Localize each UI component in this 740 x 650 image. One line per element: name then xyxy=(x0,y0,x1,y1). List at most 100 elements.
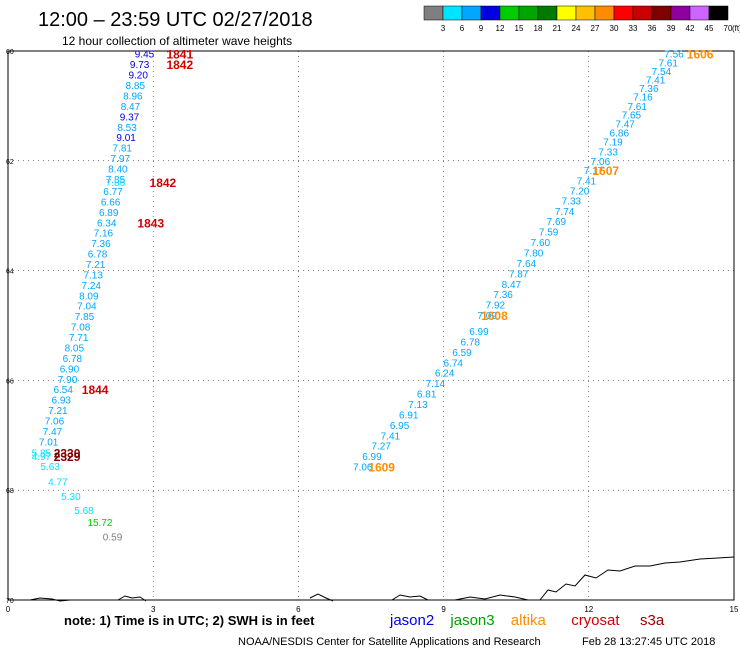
pass-time-label: 1842 xyxy=(166,58,193,72)
axis-tick-labels: 0 3 6 9 12 15 60 62 64 66 68 70 xyxy=(6,49,739,614)
scale-swatch xyxy=(556,5,577,21)
satellite-legend-jason3: jason3 xyxy=(449,612,494,629)
wave-height-value: 7.41 xyxy=(381,431,401,442)
satellite-legend-cryosat: cryosat xyxy=(571,612,620,629)
wave-height-value: 7.06 xyxy=(45,416,65,427)
satellite-track-right: 7.567.617.547.417.367.167.617.657.476.86… xyxy=(353,50,684,474)
wave-height-value: 7.33 xyxy=(598,147,618,158)
wave-height-value: 7.33 xyxy=(562,196,582,207)
wave-height-value: 0.59 xyxy=(103,532,123,543)
footer-note: note: 1) Time is in UTC; 2) SWH is in fe… xyxy=(64,613,315,628)
wave-height-value: 7.14 xyxy=(426,379,446,390)
credit-text: NOAA/NESDIS Center for Satellite Applica… xyxy=(238,636,541,648)
satellite-legend-s3a: s3a xyxy=(640,612,665,629)
scale-swatch xyxy=(594,5,615,21)
scale-tick-label: 6 xyxy=(460,24,465,33)
wave-height-value: 5.85 xyxy=(32,448,52,459)
wave-height-value: 7.71 xyxy=(69,333,89,344)
wave-height-value: 4.77 xyxy=(48,477,68,488)
lat-tick-label: 68 xyxy=(6,488,14,495)
wave-height-value: 6.93 xyxy=(52,396,72,407)
pass-time-label: 1606 xyxy=(687,48,714,62)
wave-height-value: 7.60 xyxy=(531,238,551,249)
wave-height-value: 9.45 xyxy=(135,50,155,61)
wave-height-value: 7.69 xyxy=(547,217,567,228)
scale-swatch xyxy=(518,5,539,21)
satellite-track-left: 9.459.739.208.858.968.479.378.539.017.81… xyxy=(32,50,155,544)
wave-height-value: 7.04 xyxy=(77,302,97,313)
lon-tick-label: 6 xyxy=(296,605,301,614)
wave-height-value: 5.63 xyxy=(40,462,60,473)
wave-height-value: 7.80 xyxy=(524,248,544,259)
wave-height-value: 6.99 xyxy=(469,327,489,338)
pass-time-labels: 1841184218421843184423302329160616071608… xyxy=(54,48,714,475)
wave-height-value: 9.20 xyxy=(128,71,148,82)
wave-height-value: 7.59 xyxy=(539,228,559,239)
wave-height-value: 7.13 xyxy=(408,400,428,411)
wave-height-value: 6.24 xyxy=(435,369,455,380)
page-subtitle: 12 hour collection of altimeter wave hei… xyxy=(62,34,292,48)
wave-height-value: 6.90 xyxy=(60,364,80,375)
wave-height-value: 7.47 xyxy=(615,119,635,130)
wave-height-value: 7.61 xyxy=(658,59,678,70)
scale-swatch xyxy=(689,5,710,21)
wave-height-value: 8.85 xyxy=(126,81,146,92)
scale-swatch xyxy=(442,5,463,21)
scale-tick-label: 27 xyxy=(591,24,600,33)
scale-swatch xyxy=(651,5,672,21)
wave-height-value: 9.37 xyxy=(120,112,140,123)
wave-height-value: 7.19 xyxy=(603,138,623,149)
wave-height-value: 4.97 xyxy=(32,452,52,463)
scale-tick-label: 3 xyxy=(441,24,446,33)
wave-height-value: 7.47 xyxy=(43,427,63,438)
scale-tick-label: 21 xyxy=(553,24,562,33)
lat-tick-label: 66 xyxy=(6,378,14,385)
satellite-legend: jason2 jason3 altika cryosat s3a xyxy=(389,612,665,629)
timestamp-text: Feb 28 13:27:45 UTC 2018 xyxy=(582,636,715,648)
wave-height-value: 15.72 xyxy=(87,518,112,529)
wave-height-value: 7.20 xyxy=(570,186,590,197)
wave-height-value: 7.64 xyxy=(517,259,537,270)
wave-height-value: 7.36 xyxy=(91,239,111,250)
scale-swatch xyxy=(632,5,653,21)
wave-height-value: 7.01 xyxy=(39,437,59,448)
wave-height-value: 5.30 xyxy=(61,492,81,503)
scale-swatch xyxy=(708,5,729,21)
wave-height-value: 7.24 xyxy=(82,281,102,292)
pass-time-label: 1607 xyxy=(592,164,619,178)
lon-tick-label: 9 xyxy=(441,605,446,614)
wave-height-value: 8.47 xyxy=(502,280,522,291)
wave-height-value: 6.66 xyxy=(101,197,121,208)
wave-height-value: 7.90 xyxy=(58,375,78,386)
lon-tick-label: 12 xyxy=(584,605,593,614)
wave-height-value: 8.53 xyxy=(117,123,137,134)
wave-height-value: 7.85 xyxy=(75,312,95,323)
wave-height-value: 7.97 xyxy=(111,154,131,165)
wave-height-value: 8.05 xyxy=(65,343,85,354)
wave-height-value: 7.16 xyxy=(94,229,114,240)
wave-height-value: 6.54 xyxy=(53,385,73,396)
wave-height-value: 7.06 xyxy=(353,463,373,474)
pass-time-label: 2330 xyxy=(54,446,81,460)
wave-height-value: 7.85 xyxy=(106,175,126,186)
satellite-legend-jason2: jason2 xyxy=(389,612,434,629)
wave-height-value: 7.21 xyxy=(86,260,106,271)
pass-time-label: 1608 xyxy=(481,309,508,323)
scale-swatch xyxy=(613,5,634,21)
scale-swatch xyxy=(499,5,520,21)
map-area: 9.459.739.208.858.968.479.378.539.017.81… xyxy=(6,48,739,614)
pass-time-label: 1843 xyxy=(137,216,164,230)
scale-tick-label: 9 xyxy=(479,24,484,33)
pass-time-label: 1844 xyxy=(82,383,109,397)
scale-swatch xyxy=(575,5,596,21)
satellite-legend-altika: altika xyxy=(511,612,547,629)
scale-tick-label: 36 xyxy=(648,24,657,33)
wave-height-value: 6.74 xyxy=(444,358,464,369)
lon-tick-label: 0 xyxy=(6,605,11,614)
wave-height-value: 7.65 xyxy=(622,111,642,122)
lat-tick-label: 60 xyxy=(6,49,14,56)
wave-height-value: 6.89 xyxy=(99,208,119,219)
scale-tick-label: 33 xyxy=(629,24,638,33)
wave-height-value: 8.40 xyxy=(108,164,128,175)
wave-height-value: 7.54 xyxy=(652,67,672,78)
